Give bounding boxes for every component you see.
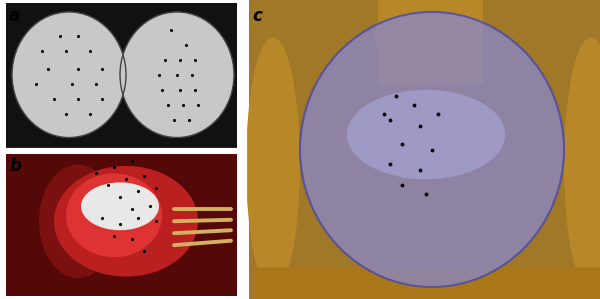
Ellipse shape (62, 67, 76, 83)
Ellipse shape (47, 51, 91, 98)
Ellipse shape (134, 28, 220, 122)
Ellipse shape (170, 67, 184, 83)
Text: c: c (252, 7, 262, 25)
Ellipse shape (19, 20, 119, 130)
Ellipse shape (149, 43, 205, 106)
Ellipse shape (26, 28, 112, 122)
Bar (6, 3, 237, 150)
Ellipse shape (39, 164, 117, 278)
Ellipse shape (564, 37, 600, 292)
Bar (6, 154, 237, 296)
Ellipse shape (246, 37, 300, 292)
Ellipse shape (54, 166, 198, 277)
Text: a: a (9, 7, 20, 25)
Ellipse shape (41, 43, 97, 106)
Ellipse shape (34, 36, 104, 114)
Ellipse shape (81, 182, 159, 230)
Ellipse shape (12, 12, 126, 138)
Ellipse shape (300, 12, 564, 287)
Ellipse shape (55, 59, 83, 90)
Ellipse shape (375, 0, 483, 78)
Ellipse shape (120, 12, 234, 138)
Ellipse shape (347, 90, 505, 179)
Text: b: b (9, 157, 21, 175)
FancyBboxPatch shape (255, 268, 600, 299)
Ellipse shape (155, 51, 199, 98)
Bar (249, 0, 600, 299)
Ellipse shape (127, 20, 227, 130)
Ellipse shape (142, 36, 212, 114)
Ellipse shape (163, 59, 191, 90)
Bar (378, 0, 483, 84)
Ellipse shape (66, 173, 162, 257)
